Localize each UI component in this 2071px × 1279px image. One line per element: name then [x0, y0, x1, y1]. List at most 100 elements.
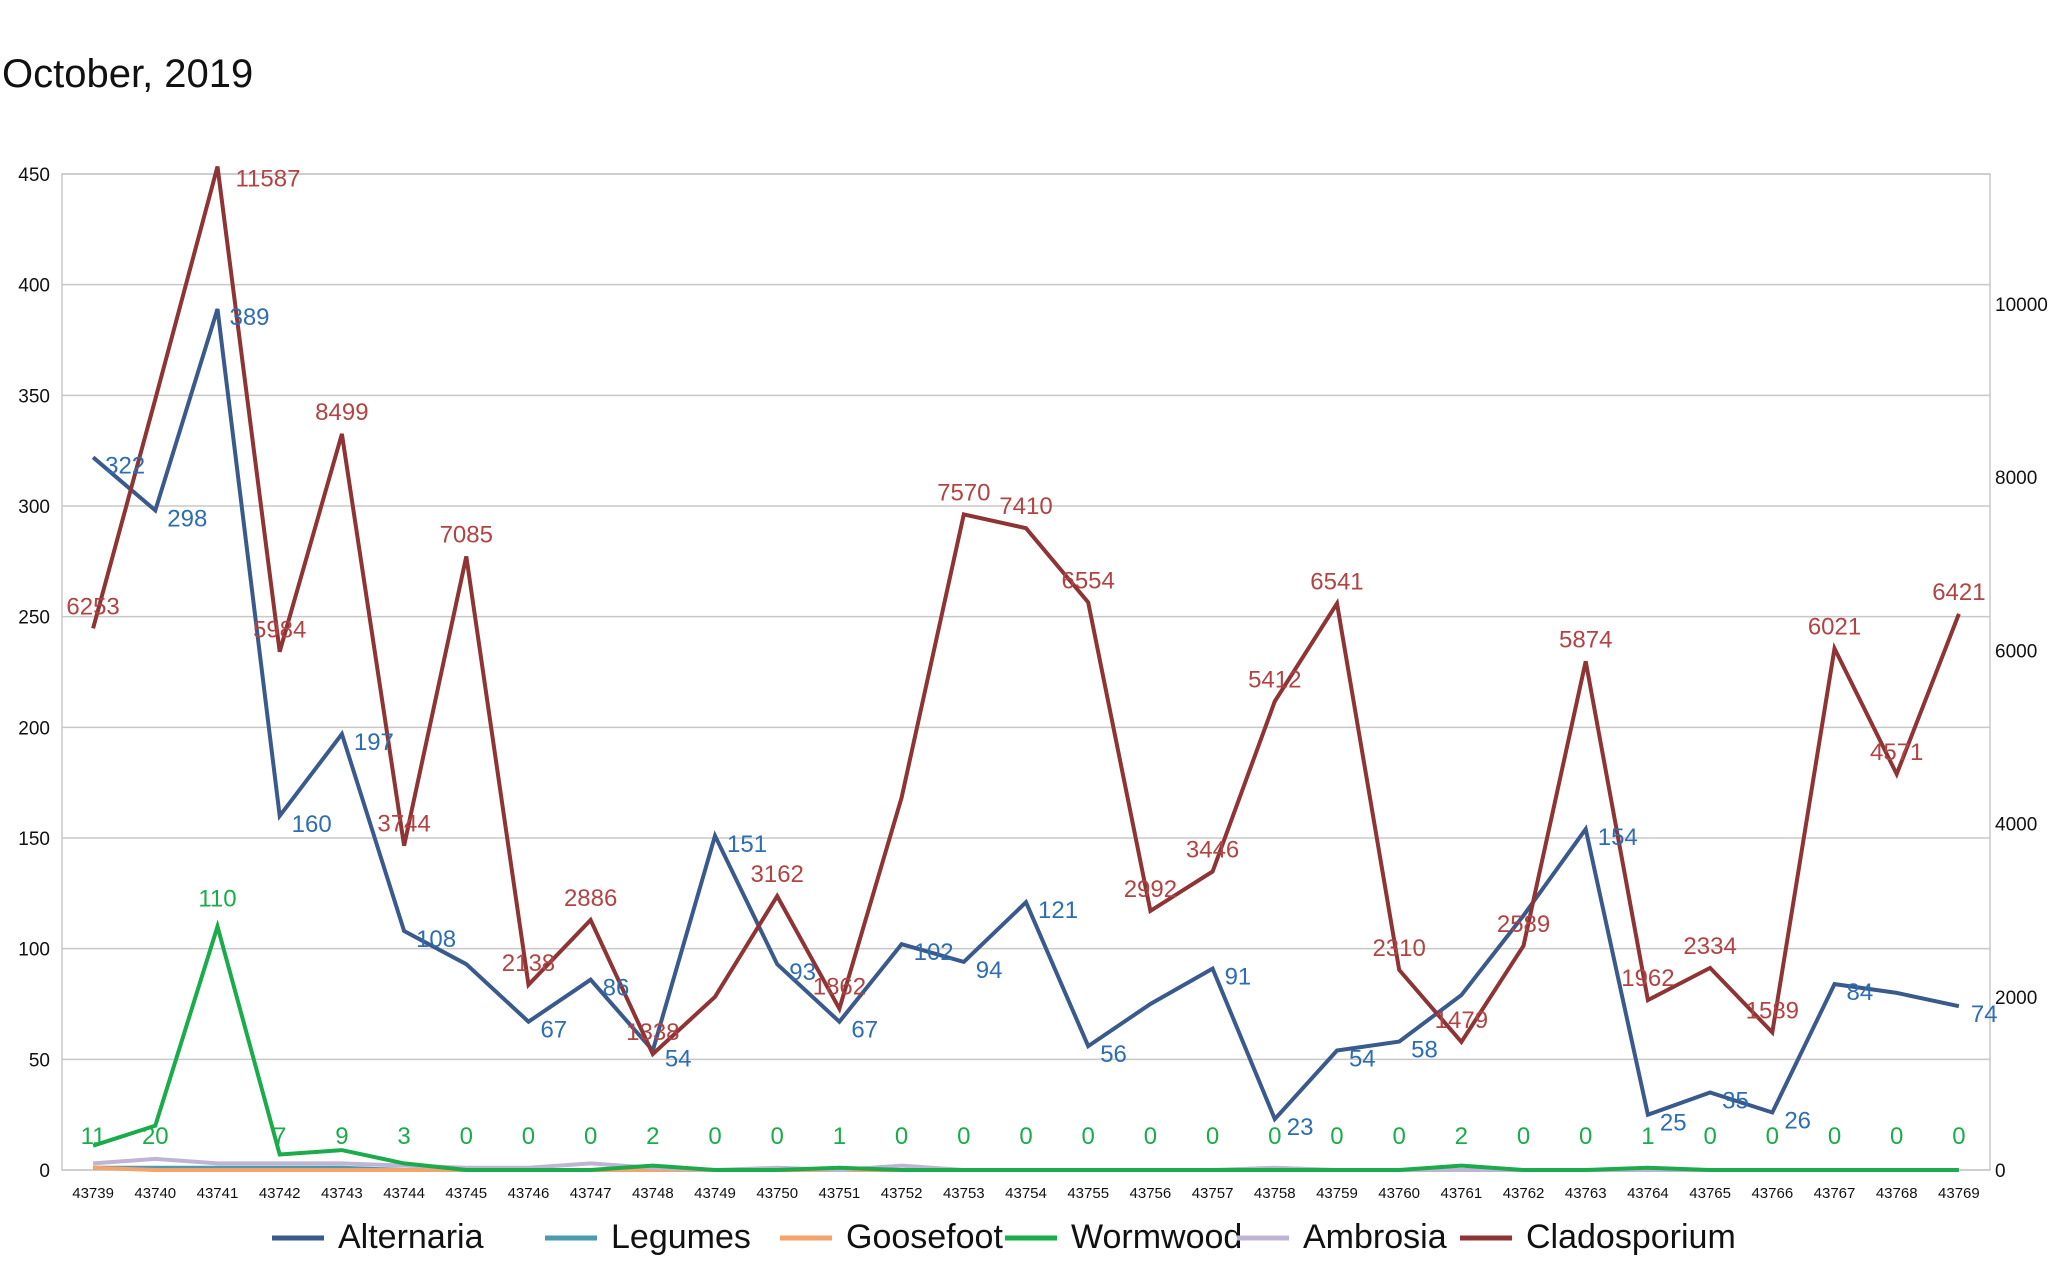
x-tick-label: 43769: [1938, 1185, 1980, 1202]
x-tick-label: 43746: [508, 1185, 550, 1202]
data-label-cladosporium: 7085: [440, 521, 493, 548]
data-label-wormwood: 0: [1890, 1123, 1903, 1150]
y-left-tick-label: 100: [18, 940, 50, 961]
data-label-alternaria: 67: [851, 1017, 878, 1044]
data-label-cladosporium: 5984: [253, 617, 306, 644]
x-tick-label: 43747: [570, 1185, 612, 1202]
data-label-wormwood: 0: [1703, 1123, 1716, 1150]
data-label-alternaria: 26: [1784, 1107, 1811, 1134]
data-label-cladosporium: 7570: [937, 479, 990, 506]
y-right-tick-label: 0: [1995, 1161, 2006, 1182]
x-tick-label: 43755: [1067, 1185, 1109, 1202]
plot-frame: [61, 173, 1991, 1171]
data-label-wormwood: 0: [1019, 1123, 1032, 1150]
x-tick-label: 43741: [197, 1185, 239, 1202]
x-tick-label: 43751: [819, 1185, 861, 1202]
x-tick-label: 43757: [1192, 1185, 1234, 1202]
data-label-wormwood: 0: [1268, 1123, 1281, 1150]
data-label-cladosporium: 3162: [751, 861, 804, 888]
data-label-wormwood: 0: [1828, 1123, 1841, 1150]
data-label-cladosporium: 1479: [1435, 1007, 1488, 1034]
data-label-cladosporium: 5874: [1559, 626, 1612, 653]
data-label-alternaria: 93: [789, 959, 816, 986]
data-label-cladosporium: 8499: [315, 399, 368, 426]
data-label-alternaria: 84: [1847, 979, 1874, 1006]
data-label-cladosporium: 6253: [66, 593, 119, 620]
data-label-cladosporium: 2138: [502, 950, 555, 977]
data-label-cladosporium: 2310: [1372, 935, 1425, 962]
data-label-wormwood: 0: [1579, 1123, 1592, 1150]
x-tick-label: 43765: [1689, 1185, 1731, 1202]
data-label-cladosporium: 6421: [1932, 579, 1985, 606]
data-label-cladosporium: 2886: [564, 885, 617, 912]
x-tick-label: 43764: [1627, 1185, 1669, 1202]
y-left-tick-label: 450: [18, 165, 50, 186]
legend-label-cladosporium: Cladosporium: [1526, 1218, 1736, 1256]
data-label-alternaria: 25: [1660, 1110, 1687, 1137]
data-label-cladosporium: 4571: [1870, 739, 1923, 766]
y-left-tick-label: 50: [29, 1050, 50, 1071]
x-tick-label: 43745: [445, 1185, 487, 1202]
data-label-alternaria: 54: [1349, 1045, 1376, 1072]
data-label-cladosporium: 5412: [1248, 666, 1301, 693]
data-label-alternaria: 151: [727, 831, 767, 858]
x-tick-label: 43760: [1378, 1185, 1420, 1202]
x-tick-label: 43763: [1565, 1185, 1607, 1202]
x-tick-label: 43767: [1814, 1185, 1856, 1202]
data-label-cladosporium: 6541: [1310, 568, 1363, 595]
y-left-tick-label: 0: [39, 1161, 50, 1182]
y-left-tick-label: 250: [18, 608, 50, 629]
data-label-cladosporium: 7410: [999, 493, 1052, 520]
data-label-cladosporium: 1338: [626, 1019, 679, 1046]
y-right-tick-label: 2000: [1995, 988, 2037, 1009]
data-label-wormwood: 0: [522, 1123, 535, 1150]
data-label-wormwood: 1: [833, 1123, 846, 1150]
y-left-tick-label: 400: [18, 276, 50, 297]
x-tick-label: 43743: [321, 1185, 363, 1202]
data-label-alternaria: 23: [1287, 1114, 1314, 1141]
x-tick-label: 43744: [383, 1185, 425, 1202]
data-label-alternaria: 322: [105, 452, 145, 479]
data-label-cladosporium: 2334: [1683, 933, 1736, 960]
y-left-tick-label: 150: [18, 829, 50, 850]
data-label-wormwood: 0: [957, 1123, 970, 1150]
data-label-wormwood: 0: [1952, 1123, 1965, 1150]
x-tick-label: 43749: [694, 1185, 736, 1202]
data-label-cladosporium: 3446: [1186, 837, 1239, 864]
series-line-cladosporium: [91, 165, 1961, 1058]
data-label-alternaria: 74: [1971, 1001, 1998, 1028]
x-tick-label: 43756: [1130, 1185, 1172, 1202]
x-tick-label: 43739: [72, 1185, 114, 1202]
data-label-wormwood: 2: [646, 1123, 659, 1150]
data-label-alternaria: 298: [167, 505, 207, 532]
x-tick-label: 43766: [1751, 1185, 1793, 1202]
chart-title: October, 2019: [2, 52, 254, 96]
data-label-cladosporium: 3744: [377, 811, 430, 838]
data-label-wormwood: 0: [460, 1123, 473, 1150]
data-label-alternaria: 94: [976, 957, 1003, 984]
data-label-wormwood: 0: [1517, 1123, 1530, 1150]
x-tick-label: 43753: [943, 1185, 985, 1202]
data-label-wormwood: 0: [1330, 1123, 1343, 1150]
data-label-alternaria: 160: [292, 811, 332, 838]
x-tick-label: 43762: [1503, 1185, 1545, 1202]
data-label-alternaria: 108: [416, 926, 456, 953]
data-label-wormwood: 7: [273, 1123, 286, 1150]
data-label-alternaria: 35: [1722, 1088, 1749, 1115]
data-label-alternaria: 102: [914, 939, 954, 966]
data-label-wormwood: 110: [198, 886, 236, 913]
data-label-wormwood: 0: [1392, 1123, 1405, 1150]
y-left-tick-label: 200: [18, 718, 50, 739]
x-tick-label: 43761: [1440, 1185, 1482, 1202]
x-tick-label: 43742: [259, 1185, 301, 1202]
data-label-alternaria: 86: [603, 975, 630, 1002]
data-label-alternaria: 58: [1411, 1037, 1438, 1064]
data-label-cladosporium: 6021: [1808, 614, 1861, 641]
legend-label-goosefoot: Goosefoot: [846, 1218, 1003, 1256]
x-tick-label: 43759: [1316, 1185, 1358, 1202]
data-label-wormwood: 2: [1455, 1123, 1468, 1150]
data-label-wormwood: 11: [81, 1123, 106, 1150]
data-label-alternaria: 91: [1225, 964, 1252, 991]
data-label-alternaria: 197: [354, 729, 394, 756]
